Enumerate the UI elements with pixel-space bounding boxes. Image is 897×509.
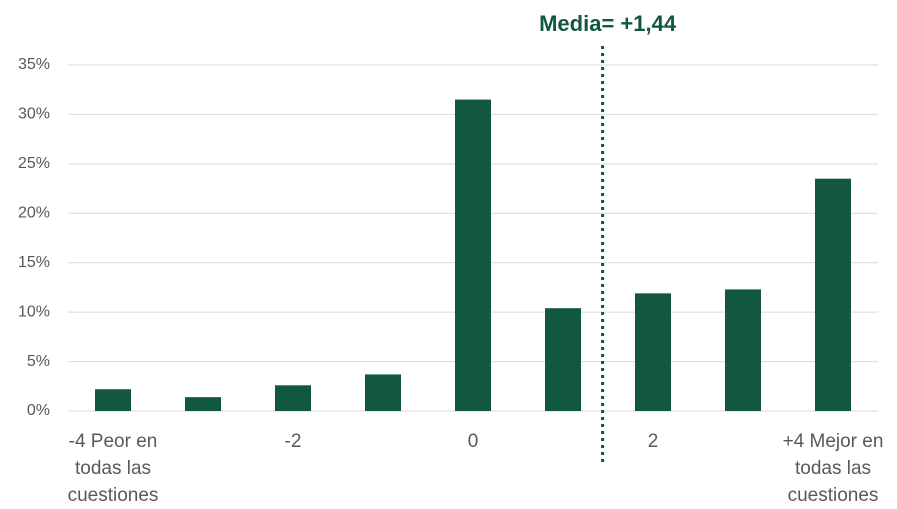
bar bbox=[455, 99, 491, 411]
x-tick-label: 2 bbox=[647, 431, 659, 452]
bar bbox=[95, 389, 131, 411]
y-tick-label: 25% bbox=[18, 155, 50, 172]
bar bbox=[275, 385, 311, 411]
bar bbox=[185, 397, 221, 411]
x-tick-label: +4 Mejor en todas las cuestiones bbox=[782, 431, 884, 506]
y-tick-label: 5% bbox=[27, 353, 50, 370]
y-tick-label: 10% bbox=[18, 303, 50, 320]
bar bbox=[545, 308, 581, 411]
x-tick-label: -4 Peor en todas las cuestiones bbox=[67, 431, 159, 506]
y-tick-label: 0% bbox=[27, 402, 50, 419]
y-tick-label: 15% bbox=[18, 254, 50, 271]
bar bbox=[725, 289, 761, 411]
x-tick-label: 0 bbox=[467, 431, 479, 452]
y-tick-label: 20% bbox=[18, 205, 50, 222]
y-tick-label: 35% bbox=[18, 56, 50, 73]
bar bbox=[635, 293, 671, 411]
bar bbox=[365, 374, 401, 411]
y-tick-label: 30% bbox=[18, 106, 50, 123]
x-tick-label: -2 bbox=[284, 431, 302, 452]
mean-label: Media= +1,44 bbox=[539, 11, 677, 36]
bar bbox=[815, 178, 851, 411]
